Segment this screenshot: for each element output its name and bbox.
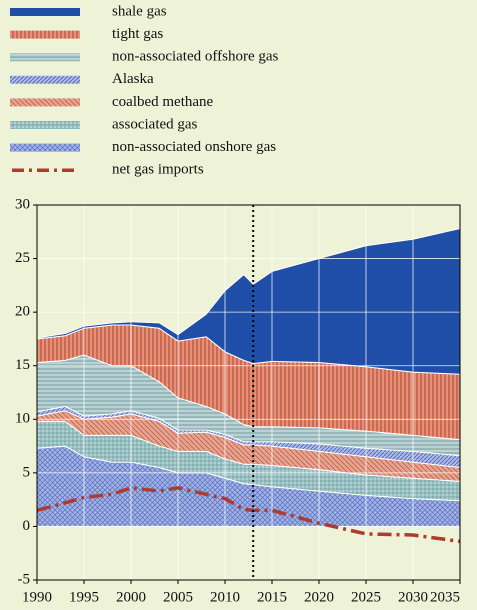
legend-swatch <box>10 53 80 62</box>
legend-label: coalbed methane <box>112 94 214 110</box>
y-tick-label: 25 <box>15 250 30 266</box>
legend-label: associated gas <box>112 116 198 132</box>
x-tick-label: 2010 <box>210 589 240 605</box>
legend-swatch <box>10 98 80 107</box>
legend-swatch <box>10 143 80 152</box>
y-tick-label: 20 <box>15 304 30 320</box>
x-tick-label: 2030 <box>398 589 428 605</box>
y-tick-label: -5 <box>18 571 31 587</box>
x-tick-label: 1995 <box>69 589 99 605</box>
legend-label: non-associated offshore gas <box>112 49 279 65</box>
x-tick-label: 2005 <box>163 589 193 605</box>
y-tick-label: 15 <box>15 357 30 373</box>
legend-label: shale gas <box>112 3 167 19</box>
y-tick-label: 30 <box>15 196 30 212</box>
legend-label: tight gas <box>112 26 163 42</box>
y-tick-label: 0 <box>23 518 31 534</box>
legend-label: non-associated onshore gas <box>112 139 276 155</box>
x-tick-label: 2020 <box>304 589 334 605</box>
legend-swatch <box>10 30 80 39</box>
x-tick-label: 2000 <box>116 589 146 605</box>
legend-label: net gas imports <box>112 162 204 178</box>
plot-frame <box>36 204 461 581</box>
legend-swatch <box>10 8 80 16</box>
x-tick-label: 2025 <box>351 589 381 605</box>
y-tick-label: 5 <box>23 464 31 480</box>
x-tick-label: 1990 <box>22 589 52 605</box>
x-tick-label: 2035 <box>430 589 460 605</box>
line <box>36 486 461 544</box>
x-tick-label: 2015 <box>257 589 287 605</box>
y-tick-label: 10 <box>15 411 30 427</box>
legend-swatch <box>10 75 80 84</box>
legend-label: Alaska <box>112 71 154 87</box>
legend-swatch <box>10 121 80 129</box>
